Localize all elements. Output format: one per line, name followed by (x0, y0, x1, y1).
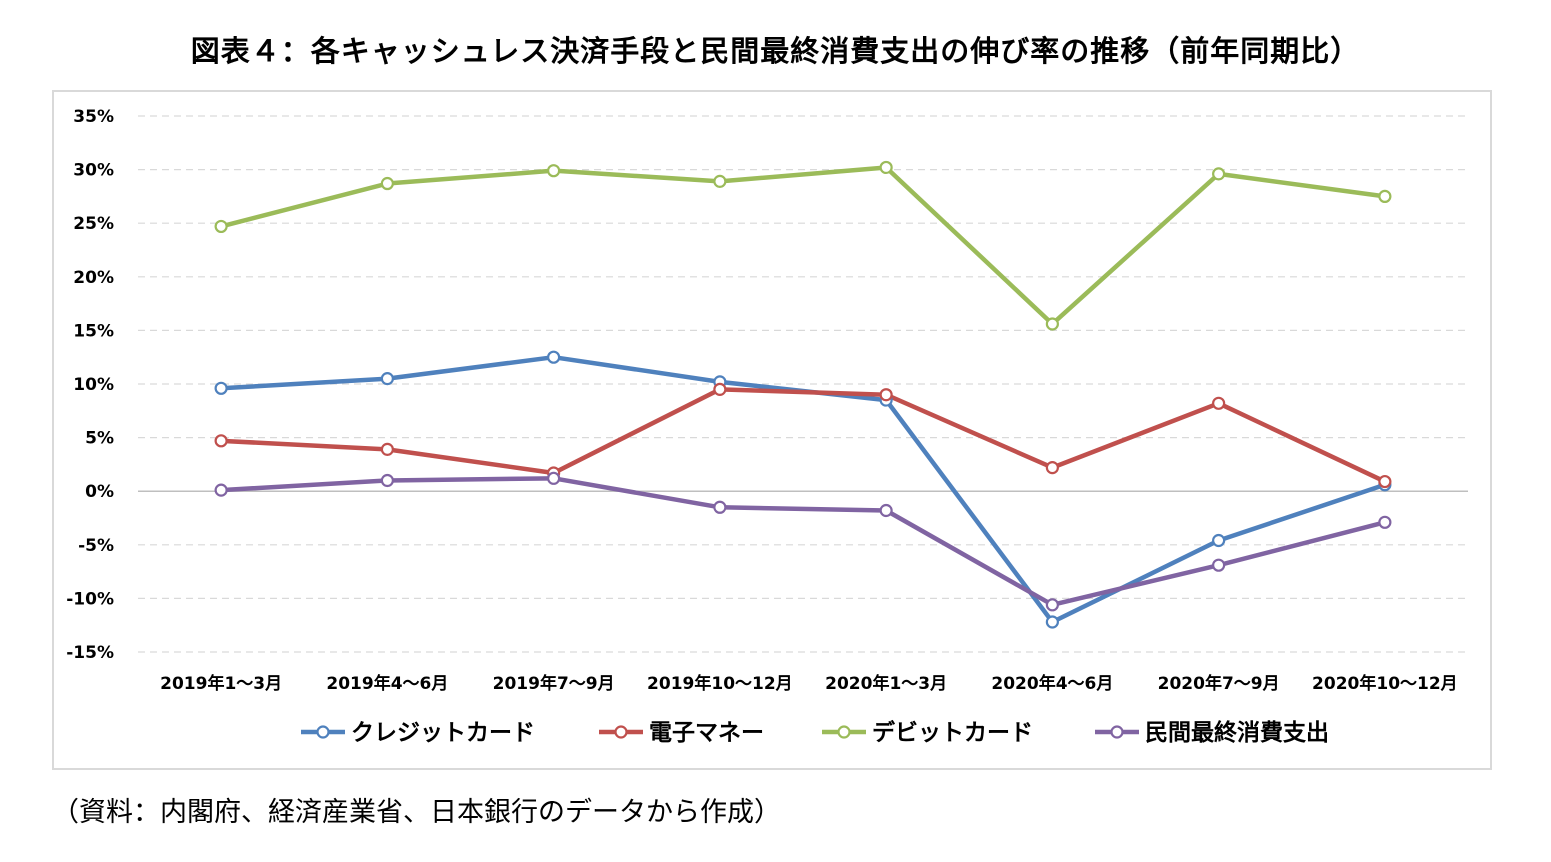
x-tick-label: 2019年10～12月 (647, 673, 793, 694)
y-tick-label: 25% (73, 214, 114, 234)
data-point (214, 381, 228, 395)
x-tick-label: 2020年10～12月 (1312, 673, 1458, 694)
data-point (547, 164, 561, 178)
data-point (713, 174, 727, 188)
data-point (214, 219, 228, 234)
data-point (879, 388, 893, 402)
data-point (1045, 598, 1059, 612)
data-point (1212, 167, 1226, 181)
x-tick-label: 2020年7～9月 (1158, 673, 1280, 694)
x-tick-label: 2020年1～3月 (825, 673, 947, 694)
data-point (713, 382, 727, 396)
series-line (220, 354, 1386, 625)
data-point (1378, 189, 1392, 204)
data-point (547, 350, 561, 364)
series-line (220, 476, 1386, 608)
chart-frame: 35% 30% 25% 20% 15% 10% 5% 0% -5% -10% -15% 2019年1～… (52, 90, 1492, 770)
data-point (380, 372, 394, 386)
y-tick-label: 10% (73, 375, 114, 395)
data-point (879, 503, 893, 518)
line-chart: 35% 30% 25% 20% 15% 10% 5% 0% -5% -10% -15% 2019年1～… (66, 107, 1468, 746)
x-tick-label: 2019年1～3月 (160, 673, 282, 694)
y-tick-label: 30% (73, 161, 114, 181)
legend-marker (316, 725, 330, 739)
y-tick-label: 15% (73, 321, 114, 341)
y-tick-label: -15% (66, 643, 114, 663)
data-point (214, 483, 228, 497)
data-point (713, 500, 727, 514)
data-point (1045, 615, 1059, 629)
data-point (1212, 396, 1226, 410)
legend-marker (837, 725, 851, 739)
legend-label: 民間最終消費支出 (1145, 719, 1329, 746)
data-point (879, 160, 893, 175)
series-line (221, 387, 1386, 484)
data-point (214, 434, 228, 448)
legend-label: 電子マネー (649, 720, 764, 746)
data-point (1212, 558, 1226, 572)
x-tick-label: 2020年4～6月 (991, 673, 1113, 694)
y-tick-label: 5% (85, 429, 114, 449)
page-title: 図表４：各キャッシュレス決済手段と民間最終消費支出の伸び率の推移（前年同期比） (190, 34, 1361, 68)
data-point (380, 473, 394, 488)
data-point (1378, 515, 1392, 529)
data-point (380, 442, 394, 456)
data-point (380, 176, 394, 191)
legend-marker (1110, 725, 1124, 739)
legend-marker (614, 725, 628, 739)
legend-label: デビットカード (872, 719, 1033, 746)
y-tick-label: 0% (85, 482, 114, 502)
data-point (1378, 474, 1392, 489)
data-point (1045, 317, 1059, 331)
x-tick-label: 2019年7～9月 (493, 673, 615, 694)
y-tick-label: -5% (78, 536, 114, 556)
data-point (1212, 533, 1226, 548)
x-tick-label: 2019年4～6月 (326, 673, 448, 694)
source-note: （資料：内閣府、経済産業省、日本銀行のデータから作成） (52, 797, 781, 828)
legend-label: クレジットカード (351, 720, 535, 746)
series-line (220, 165, 1386, 327)
y-tick-label: -10% (66, 589, 114, 609)
data-point (1045, 461, 1059, 475)
y-tick-label: 20% (73, 268, 114, 288)
y-tick-label: 35% (73, 107, 114, 127)
data-point (547, 471, 561, 485)
